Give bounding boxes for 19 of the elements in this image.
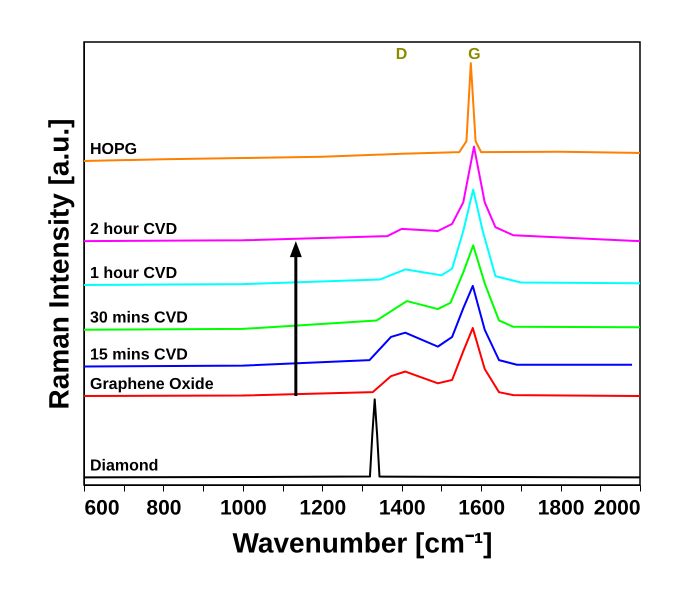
x-tick-label: 600 [84, 496, 120, 520]
x-axis-title: Wavenumber [cm⁻¹] [232, 528, 493, 558]
x-tick-label: 2000 [594, 496, 640, 520]
series-label: 1 hour CVD [90, 265, 178, 282]
text: D [396, 46, 408, 63]
x-tick-label: 1600 [458, 496, 505, 520]
series-label: 2 hour CVD [90, 221, 178, 238]
x-tick-label: 1200 [299, 496, 346, 520]
series-label: 30 mins CVD [90, 310, 188, 327]
x-tick-label: 1400 [378, 496, 426, 520]
x-tick-label: 1800 [538, 496, 584, 520]
series-label: Diamond [90, 457, 158, 474]
series-label: HOPG [90, 140, 138, 158]
x-tick-label: 800 [146, 496, 182, 520]
series-label: Graphene Oxide [90, 376, 214, 393]
series-label: 15 mins CVD [90, 346, 188, 364]
y-axis-title: Raman Intensity [a.u.] [44, 118, 74, 410]
x-tick-label: 1000 [220, 496, 267, 520]
text: G [468, 46, 481, 63]
